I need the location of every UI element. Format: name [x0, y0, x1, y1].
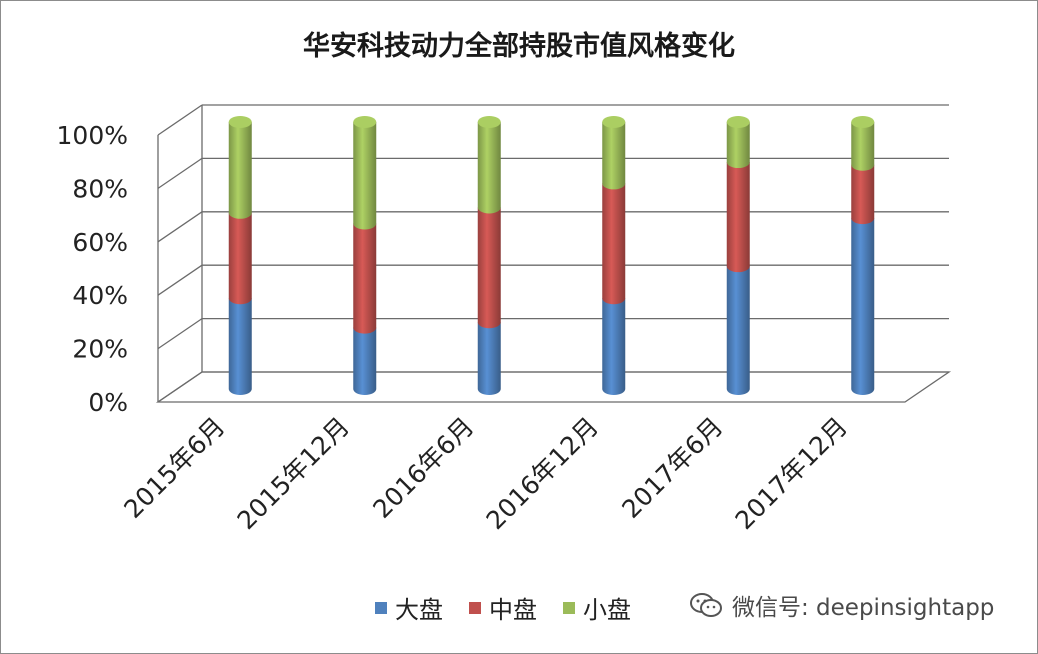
bar-top [602, 116, 626, 128]
watermark-text: 微信号: deepinsightapp [732, 595, 995, 621]
legend-swatch-large [375, 601, 387, 614]
gridline-side [157, 211, 203, 243]
gridline-side [157, 104, 203, 136]
bar-segment-0 [477, 322, 501, 395]
y-tick-label: 20% [72, 335, 128, 364]
legend: 大盘 中盘 小盘 [375, 590, 631, 625]
bar-top [851, 116, 875, 128]
bar-segment-2 [602, 122, 626, 190]
legend-item-mid: 中盘 [469, 590, 537, 625]
x-tick-label: 2017年6月 [616, 412, 728, 524]
wechat-icon [690, 593, 722, 617]
bar-segment-2 [353, 122, 377, 230]
legend-label-small: 小盘 [583, 596, 631, 624]
bar-segment-1 [228, 212, 252, 305]
legend-label-large: 大盘 [395, 596, 443, 624]
gridline-side [157, 157, 203, 189]
bar-segment-1 [353, 223, 377, 334]
bar-top [726, 116, 750, 128]
bar-segment-0 [353, 327, 377, 395]
legend-item-small: 小盘 [563, 590, 631, 625]
x-tick-label: 2015年12月 [232, 412, 355, 535]
y-tick-label: 40% [72, 281, 128, 310]
x-tick-label: 2015年6月 [118, 412, 230, 524]
legend-label-mid: 中盘 [489, 596, 537, 624]
bar-segment-2 [726, 122, 750, 169]
legend-swatch-small [563, 601, 575, 614]
bar-segment-1 [726, 162, 750, 273]
bar-segment-0 [228, 298, 252, 395]
y-tick-label: 100% [57, 121, 128, 150]
gridline-side [157, 318, 203, 350]
x-tick-label: 2016年12月 [481, 412, 604, 535]
bar-segment-1 [602, 183, 626, 305]
bar-top [228, 116, 252, 128]
bar-segment-1 [477, 207, 501, 329]
bar-segment-1 [851, 164, 875, 225]
bar-segment-0 [726, 266, 750, 395]
bar-segment-2 [851, 122, 875, 171]
bar-top [477, 116, 501, 128]
watermark: 微信号: deepinsightapp [688, 588, 994, 622]
y-tick-label: 80% [72, 174, 128, 203]
bar-segment-2 [228, 122, 252, 219]
floor [155, 371, 952, 403]
y-tick-label: 0% [88, 388, 128, 417]
chart-title: 华安科技动力全部持股市值风格变化 [303, 31, 735, 62]
bar-segment-0 [851, 218, 875, 395]
y-tick-label: 60% [72, 228, 128, 257]
x-tick-label: 2017年12月 [730, 412, 853, 535]
legend-item-large: 大盘 [375, 590, 443, 625]
legend-swatch-mid [469, 601, 481, 614]
x-tick-label: 2016年6月 [367, 412, 479, 524]
gridline-side [157, 264, 203, 296]
bar-segment-0 [602, 298, 626, 395]
bar-top [353, 116, 377, 128]
bar-segment-2 [477, 122, 501, 214]
